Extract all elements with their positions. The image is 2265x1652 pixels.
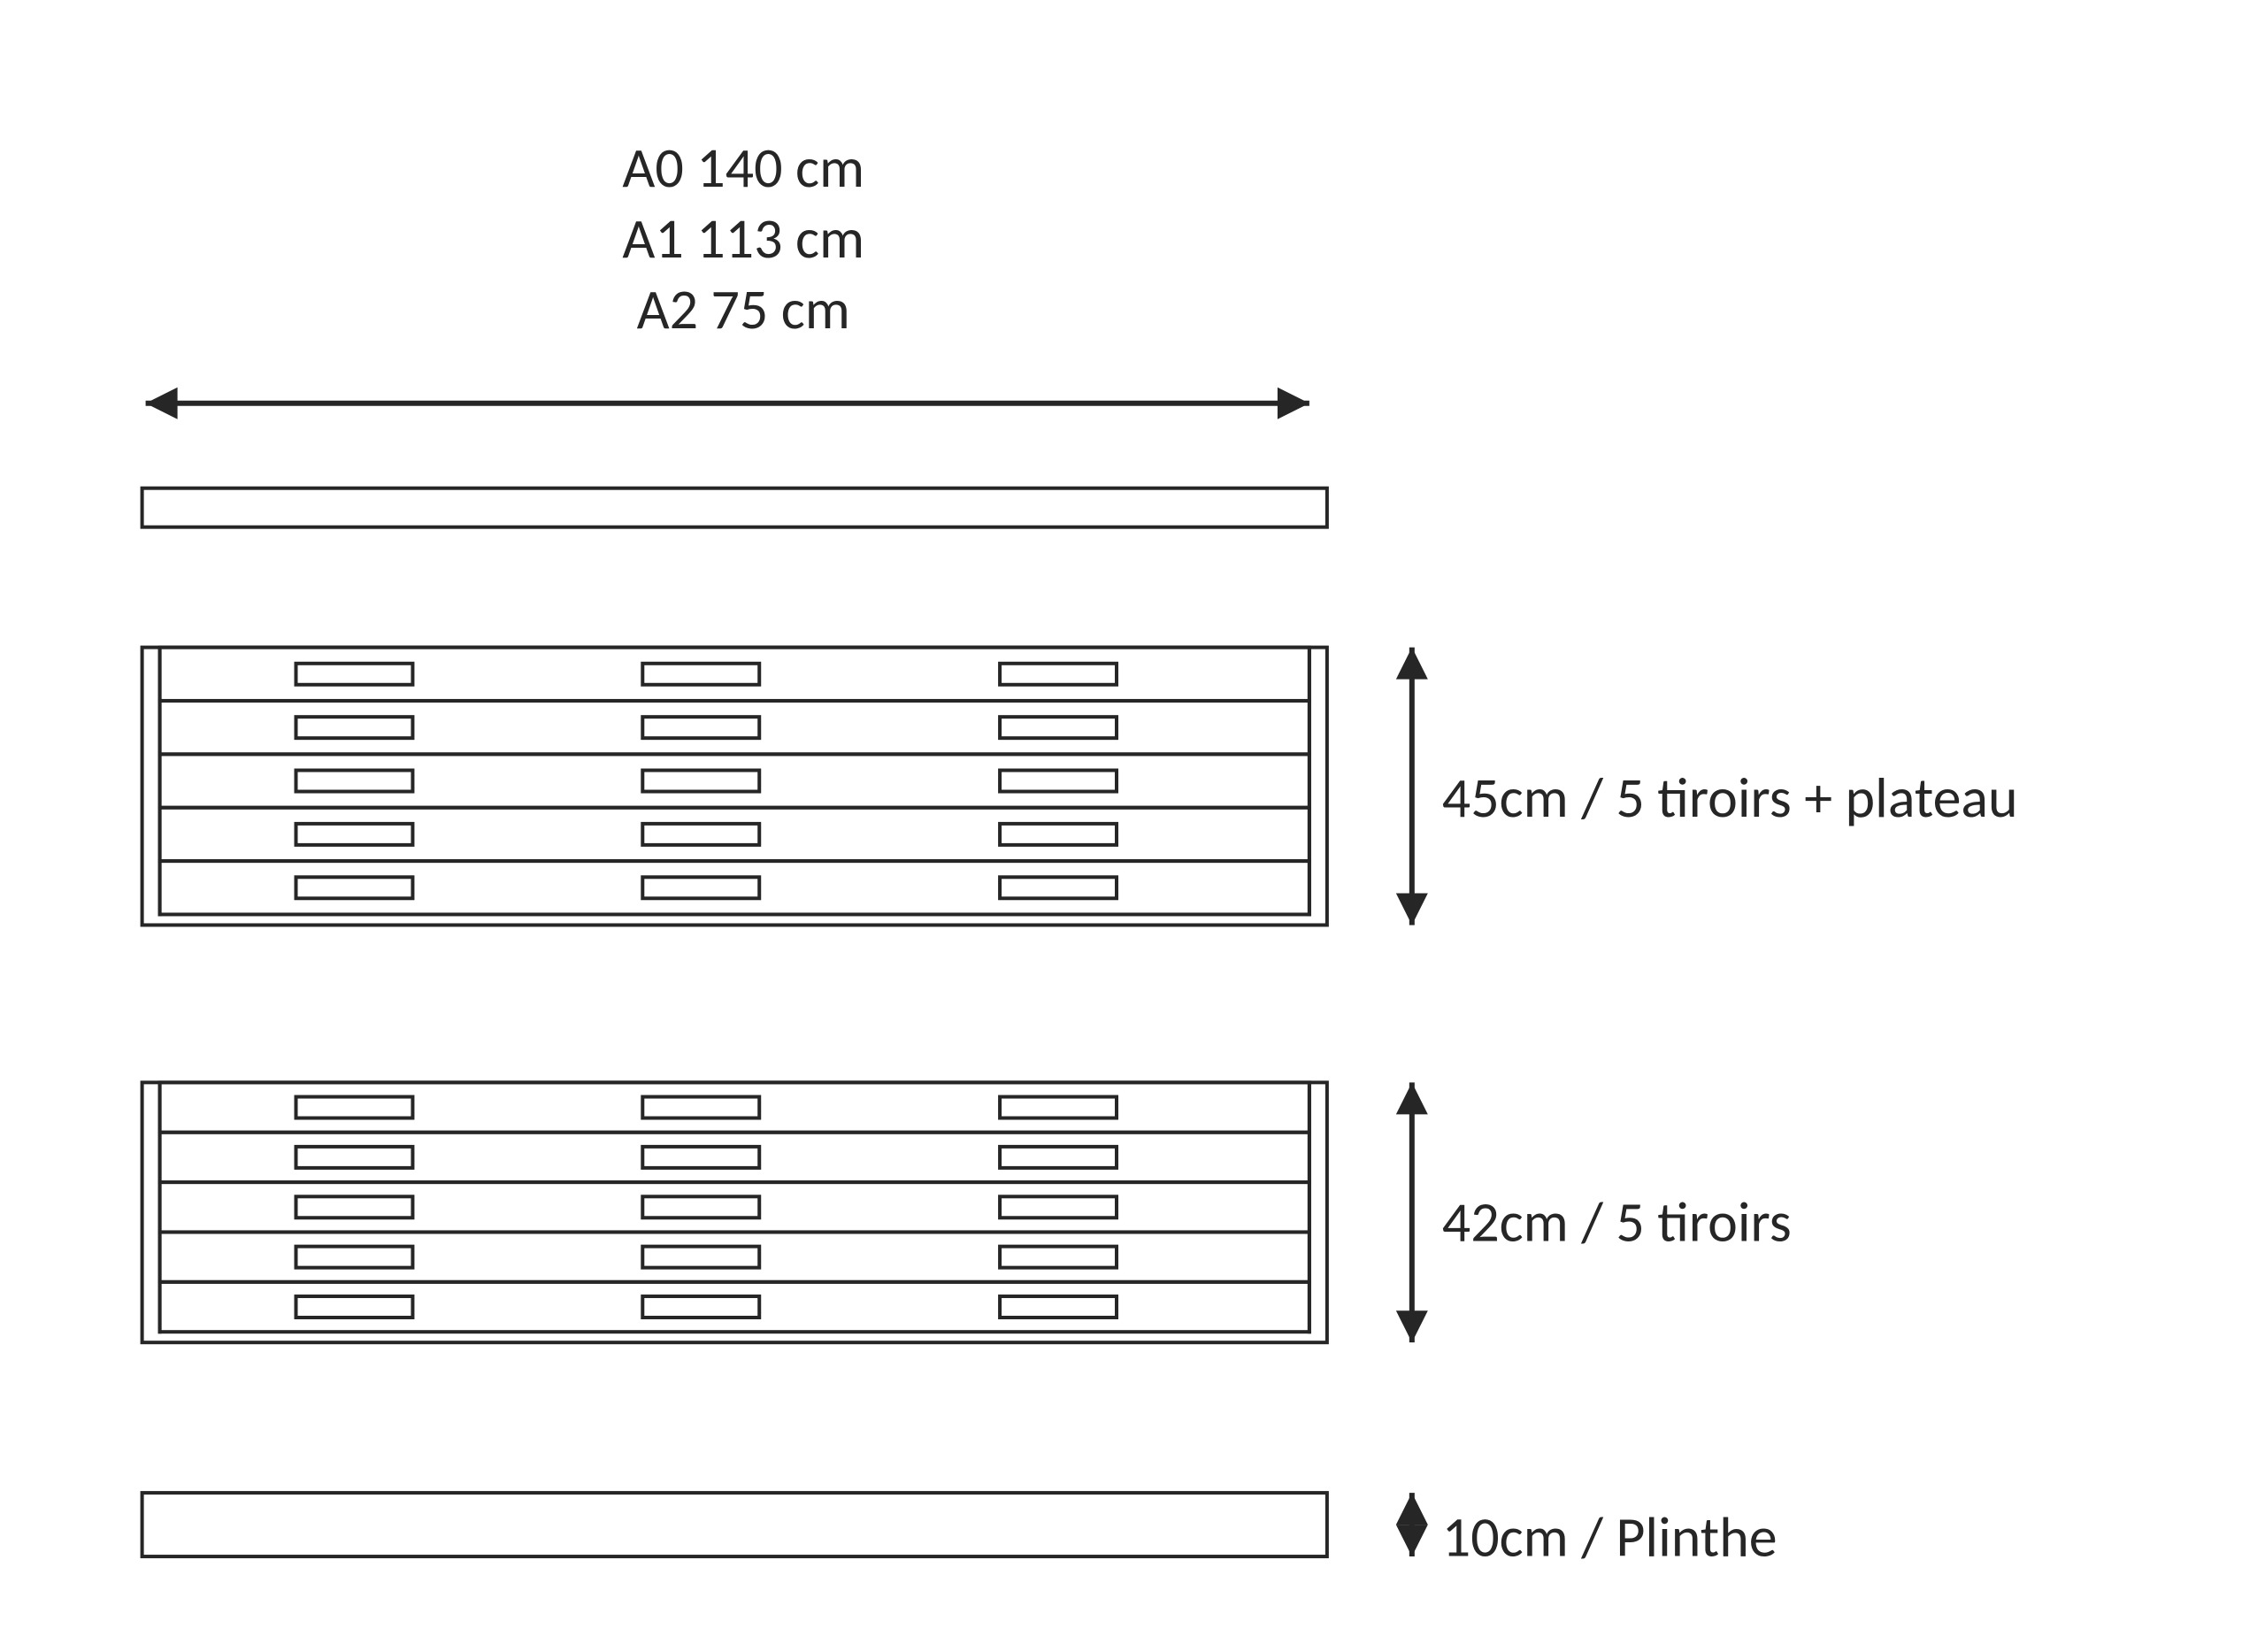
cabinet-top-label: 45cm / 5 tiroirs + plateau	[1442, 764, 2018, 833]
cabinet-bottom-label: 42cm / 5 tiroirs	[1442, 1188, 1792, 1257]
width-label-0: A0 140 cm	[622, 134, 864, 203]
furniture-dimension-diagram: A0 140 cmA1 113 cmA2 75 cm 45cm / 5 tiroi…	[0, 0, 2265, 1652]
width-label-1: A1 113 cm	[622, 204, 864, 273]
width-label-2: A2 75 cm	[637, 275, 850, 344]
plinth-label: 10cm / Plinthe	[1442, 1502, 1777, 1571]
